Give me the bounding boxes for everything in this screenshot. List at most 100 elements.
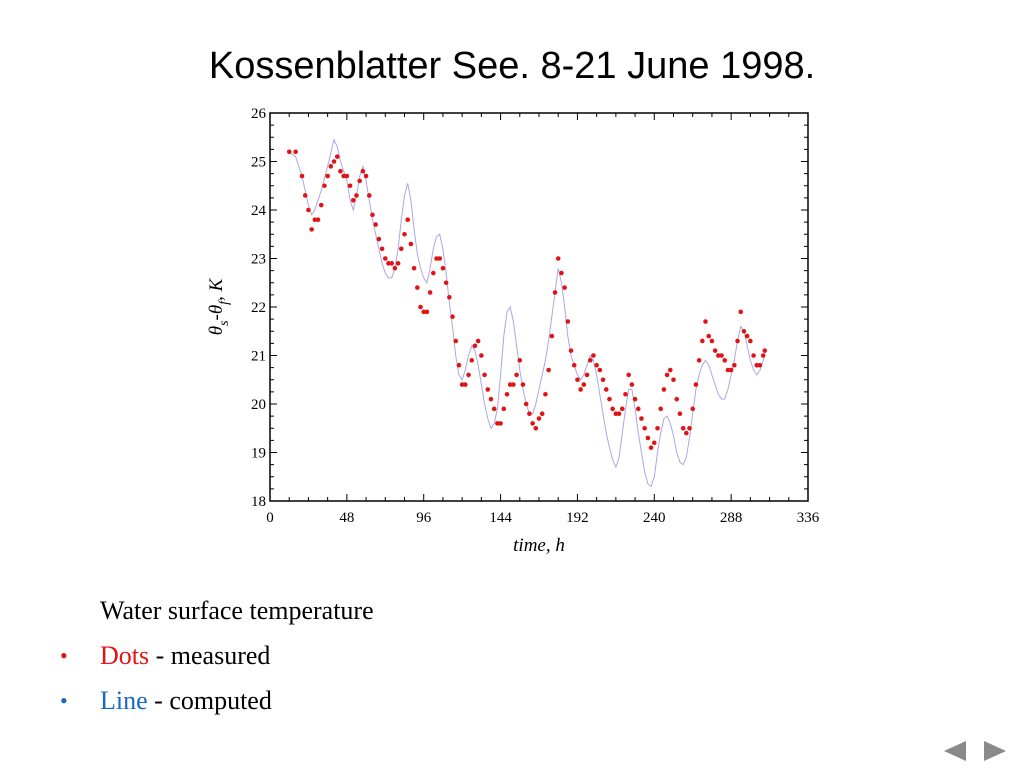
x-tick-label: 192 xyxy=(566,510,589,526)
measured-dot xyxy=(555,256,561,261)
measured-dot xyxy=(405,217,411,222)
measured-dot xyxy=(504,392,510,397)
measured-dot xyxy=(594,362,599,368)
measured-dot xyxy=(757,362,763,368)
measured-dot xyxy=(328,164,334,169)
measured-dot xyxy=(674,396,680,402)
measured-dot xyxy=(568,348,574,353)
measured-dot xyxy=(680,425,686,431)
computed-line xyxy=(288,138,766,488)
measured-dot xyxy=(725,367,731,373)
measured-dot xyxy=(386,261,391,266)
measured-dot xyxy=(613,411,619,417)
y-tick-label: 18 xyxy=(251,494,266,510)
label-line: Line xyxy=(100,686,148,715)
measured-dot xyxy=(603,387,609,392)
measured-dot xyxy=(411,265,417,271)
measured-dot xyxy=(443,280,449,286)
measured-dot xyxy=(581,382,587,387)
measured-dot xyxy=(392,265,398,271)
y-tick-label: 24 xyxy=(251,203,267,219)
measured-dot xyxy=(575,377,580,383)
bullet-computed: • xyxy=(60,688,68,713)
measured-dot xyxy=(748,338,753,344)
measured-dot xyxy=(341,173,346,179)
measured-dot xyxy=(382,256,388,261)
bullet-measured: • xyxy=(60,643,68,668)
y-axis-label: θs-θf, K xyxy=(206,277,232,335)
measured-dot xyxy=(398,246,404,252)
measured-dot xyxy=(712,348,718,353)
measured-dot xyxy=(639,416,644,421)
measured-dot xyxy=(370,212,375,218)
measured-dot xyxy=(533,425,539,431)
measured-dot xyxy=(347,183,353,189)
measured-dot xyxy=(559,270,564,276)
measured-dot xyxy=(501,406,507,412)
measured-dot xyxy=(706,333,712,339)
measured-dot xyxy=(475,338,481,344)
measured-dot xyxy=(479,353,484,358)
measured-dot xyxy=(543,392,548,397)
y-tick-label: 23 xyxy=(251,252,266,268)
measured-dot xyxy=(472,343,478,349)
measured-dot xyxy=(366,193,372,198)
measured-dot xyxy=(632,396,638,402)
measured-dot xyxy=(463,382,468,387)
measured-dot xyxy=(587,358,593,363)
measured-dot xyxy=(379,246,385,252)
measured-dot xyxy=(562,285,567,290)
measured-dot xyxy=(690,406,696,412)
measured-dot xyxy=(635,406,641,412)
measured-dot xyxy=(607,396,612,402)
measured-dot xyxy=(376,236,382,242)
measured-dot xyxy=(700,338,705,344)
measured-dot xyxy=(517,358,523,363)
y-tick-label: 25 xyxy=(251,155,266,171)
measured-dot xyxy=(469,358,475,363)
prev-slide-button[interactable] xyxy=(940,736,970,766)
measured-dot xyxy=(418,304,423,310)
measured-dot xyxy=(373,222,378,227)
measured-dot xyxy=(626,372,631,378)
measured-dot xyxy=(459,382,465,387)
plot-frame xyxy=(269,112,809,502)
slide-nav xyxy=(940,736,1010,766)
measured-dot xyxy=(693,382,699,387)
y-tick-label: 19 xyxy=(251,446,266,462)
measured-dot xyxy=(549,333,555,339)
measured-dot xyxy=(600,377,606,383)
measured-dot xyxy=(318,202,324,208)
measured-dot xyxy=(619,406,625,412)
measured-dot xyxy=(744,333,750,339)
measured-dot xyxy=(552,290,558,295)
measured-dot xyxy=(591,353,596,358)
measured-dot xyxy=(466,372,471,378)
next-slide-button[interactable] xyxy=(980,736,1010,766)
measured-dot xyxy=(651,440,657,446)
y-tick-label: 20 xyxy=(251,397,266,413)
x-axis-label: time, h xyxy=(513,535,565,556)
measured-dot xyxy=(520,382,526,387)
measured-dot xyxy=(716,353,721,358)
list-item-measured: • Dots - measured xyxy=(0,633,600,678)
measured-dot xyxy=(293,149,298,155)
measured-dot xyxy=(527,411,532,417)
measured-dot xyxy=(703,319,708,324)
measured-dot xyxy=(498,421,503,426)
x-tick-label: 240 xyxy=(643,510,666,526)
measured-dot xyxy=(334,154,340,159)
measured-dot xyxy=(402,231,407,237)
measured-dot xyxy=(437,256,443,261)
slide-title: Kossenblatter See. 8-21 June 1998. xyxy=(208,45,816,87)
measured-dot xyxy=(415,285,420,290)
measured-dot xyxy=(661,387,667,392)
measured-dot xyxy=(453,338,459,344)
measured-dot xyxy=(762,348,768,353)
y-tick-label: 26 xyxy=(251,106,267,122)
measured-dot xyxy=(424,309,430,315)
measured-dot xyxy=(322,183,327,189)
measured-dot xyxy=(687,425,692,431)
measured-dot xyxy=(571,362,577,368)
